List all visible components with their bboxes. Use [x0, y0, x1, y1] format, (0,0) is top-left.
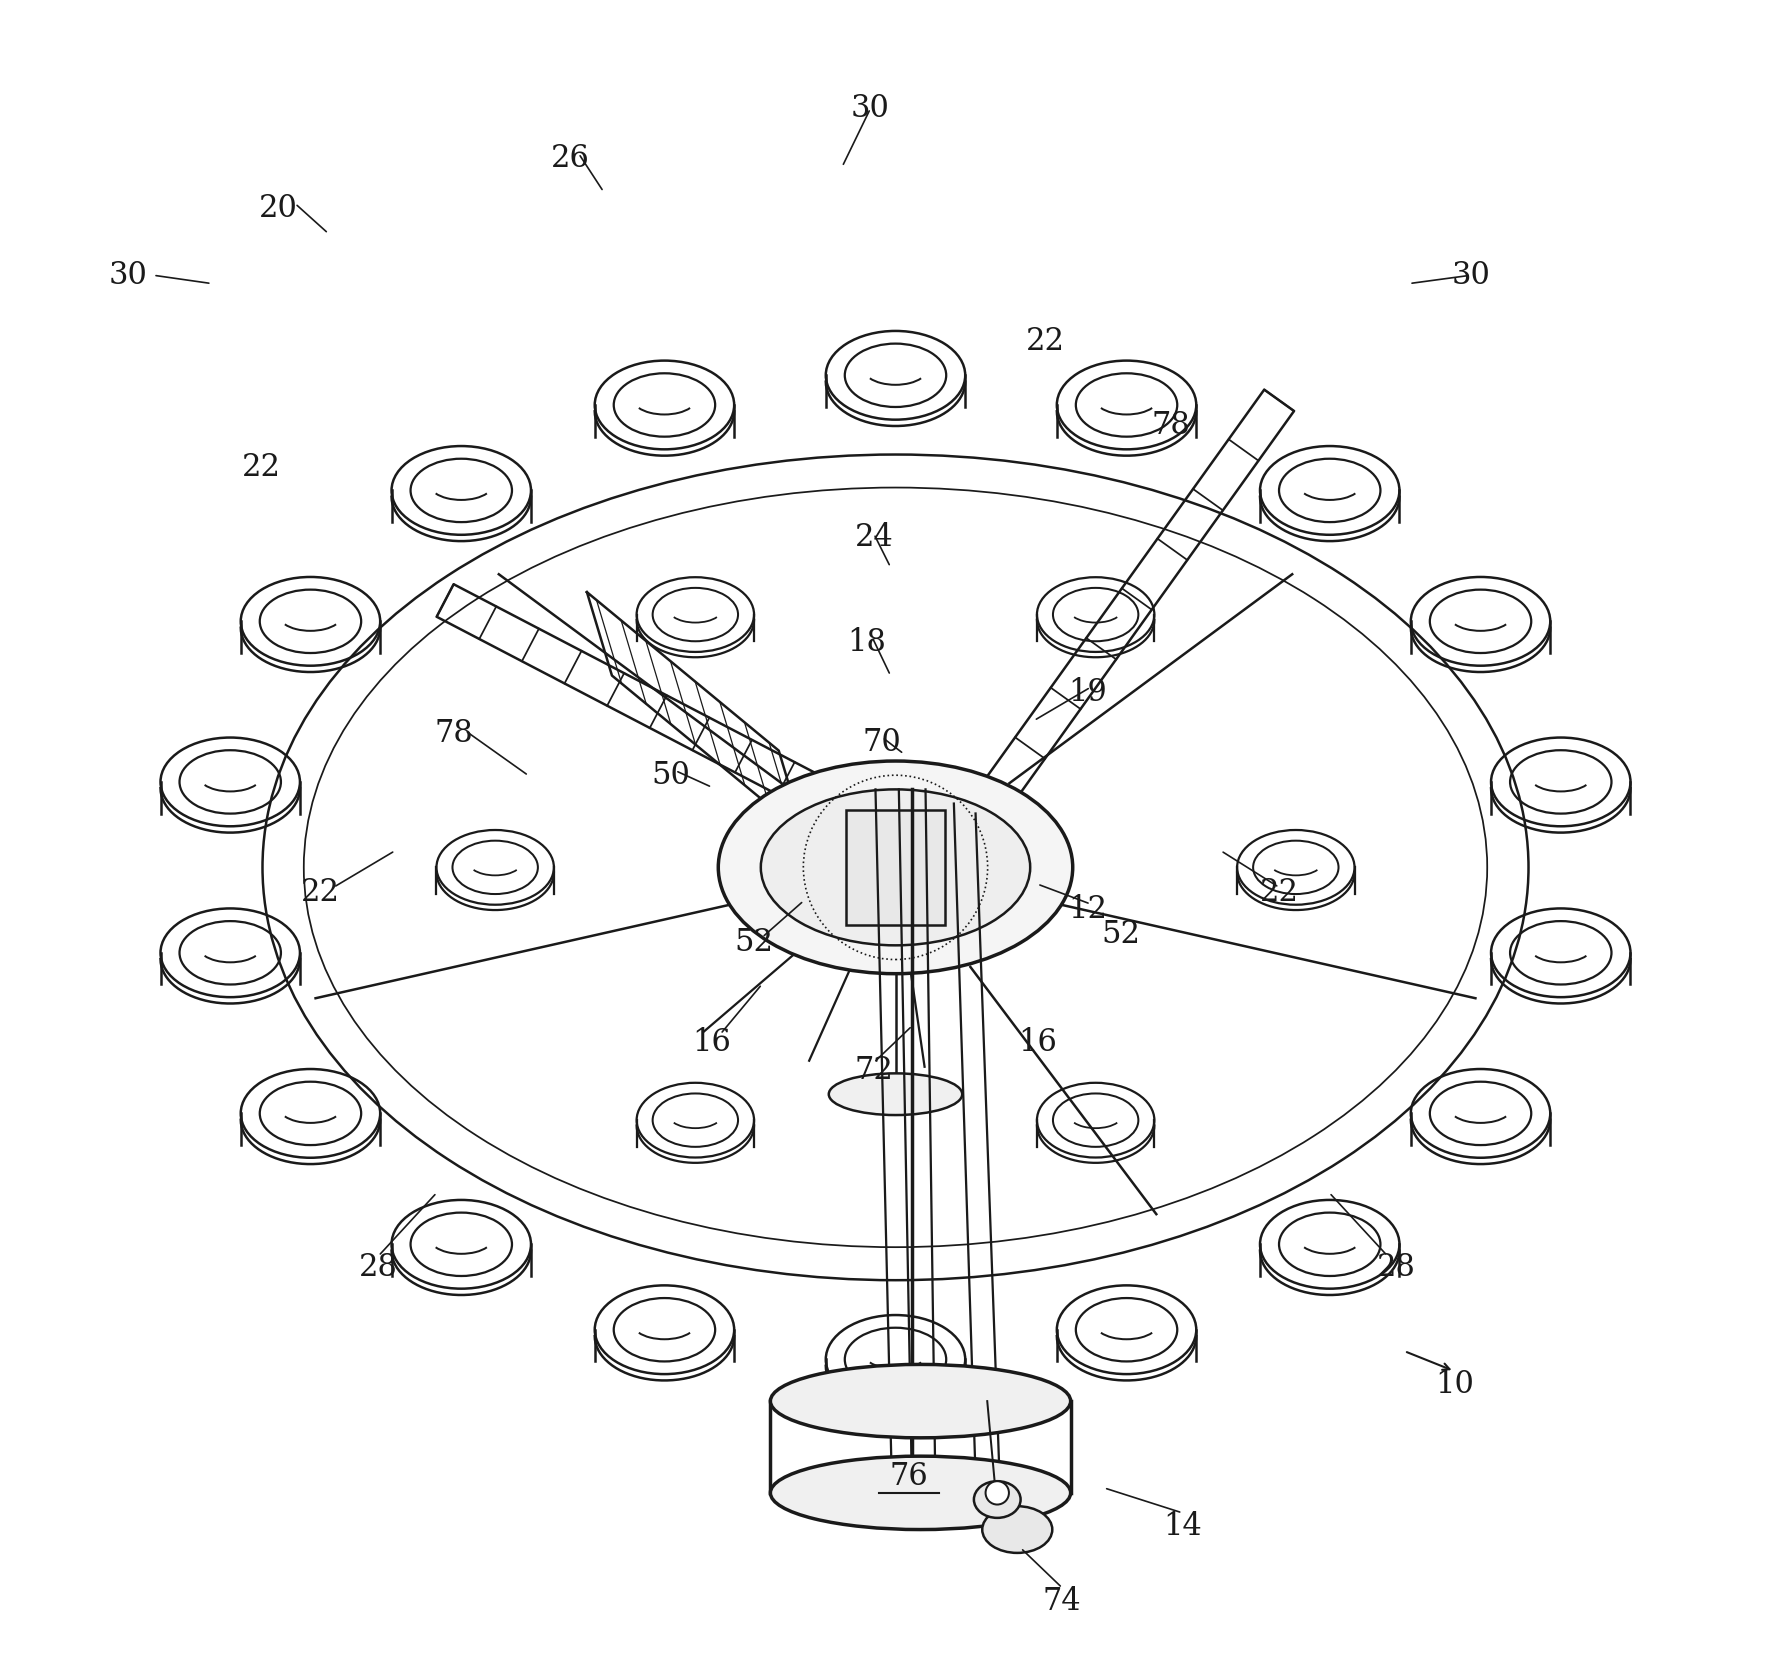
Text: 30: 30: [1451, 260, 1490, 290]
Ellipse shape: [974, 1481, 1021, 1518]
Text: 52: 52: [734, 927, 774, 957]
Text: 52: 52: [1101, 919, 1141, 949]
Text: 28: 28: [358, 1253, 398, 1283]
Ellipse shape: [829, 1074, 962, 1116]
Text: 18: 18: [847, 627, 887, 657]
Text: 28: 28: [1377, 1253, 1415, 1283]
Ellipse shape: [981, 1506, 1053, 1553]
Text: 72: 72: [854, 1056, 894, 1086]
Ellipse shape: [770, 1456, 1071, 1530]
Ellipse shape: [761, 789, 1030, 946]
Text: 76: 76: [890, 1461, 928, 1491]
Text: 16: 16: [1017, 1027, 1057, 1058]
Text: 14: 14: [1162, 1511, 1202, 1541]
Ellipse shape: [770, 1364, 1071, 1438]
Text: 24: 24: [854, 522, 894, 552]
Text: 22: 22: [301, 877, 340, 907]
Text: 50: 50: [650, 761, 690, 791]
Text: 20: 20: [260, 193, 297, 224]
Text: 30: 30: [851, 93, 890, 123]
Circle shape: [985, 1481, 1008, 1505]
Text: 22: 22: [1259, 877, 1298, 907]
Text: 19: 19: [1067, 677, 1107, 707]
Text: 22: 22: [1026, 327, 1066, 357]
Text: 12: 12: [1067, 894, 1107, 924]
Text: 26: 26: [552, 143, 589, 173]
Ellipse shape: [718, 761, 1073, 974]
Text: 78: 78: [1152, 410, 1189, 440]
FancyBboxPatch shape: [847, 811, 944, 924]
Text: 70: 70: [863, 727, 901, 757]
Text: 30: 30: [109, 260, 147, 290]
Text: 10: 10: [1435, 1369, 1474, 1399]
Text: 74: 74: [1042, 1586, 1082, 1616]
Text: 78: 78: [433, 719, 473, 749]
Text: 16: 16: [693, 1027, 731, 1058]
Text: 22: 22: [242, 452, 281, 482]
